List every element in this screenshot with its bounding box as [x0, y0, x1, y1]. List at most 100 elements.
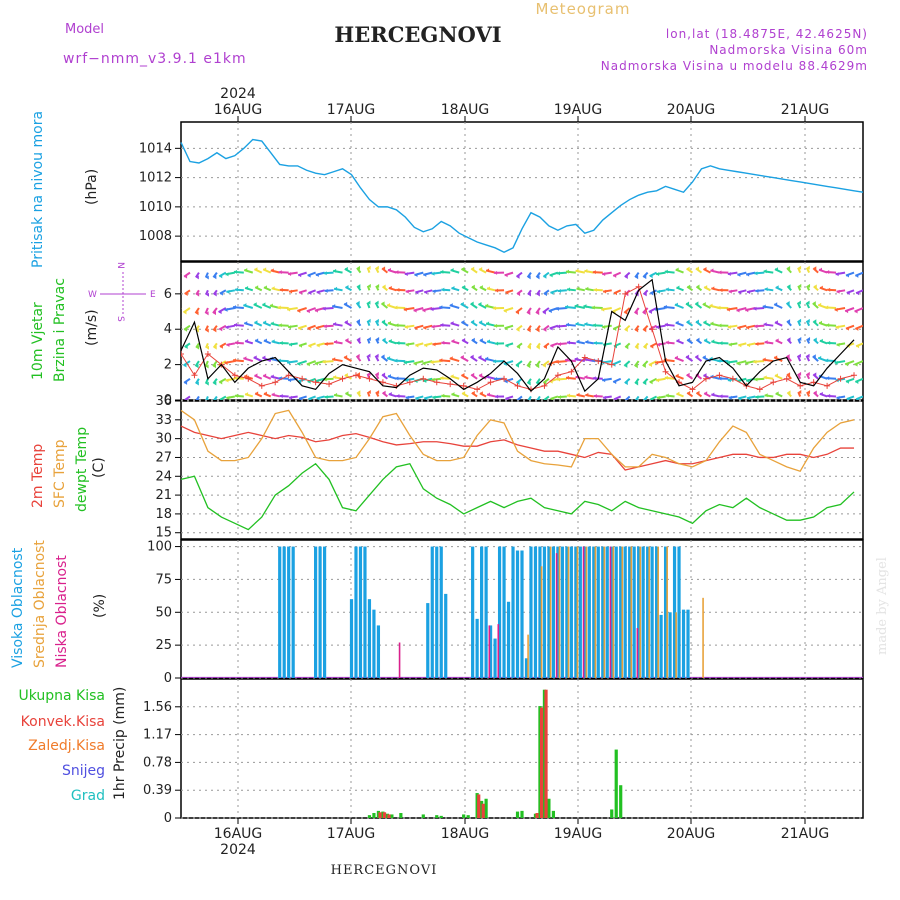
wind-arrow-head: [642, 310, 646, 315]
wind-arrow-head: [172, 273, 175, 277]
wind-marker: [622, 290, 629, 297]
wind-arrow-head: [213, 292, 217, 297]
wind-arrow-head: [550, 343, 554, 348]
wind-arrow-head: [592, 376, 596, 381]
wind-arrow: [812, 355, 819, 362]
cloud-high-bar: [623, 546, 627, 678]
wind-arrow: [633, 307, 640, 314]
wind-arrow-head: [263, 338, 267, 343]
wind-arrow-head: [695, 266, 699, 271]
wind-arrow-head: [602, 272, 606, 277]
wind-arrow-head: [745, 308, 749, 313]
wind-arrow-head: [798, 371, 802, 376]
wind-marker: [824, 382, 831, 389]
wind-arrow-head: [686, 354, 690, 359]
wind-arrow-head: [333, 321, 337, 326]
wind-arrow-head: [462, 391, 466, 396]
wind-arrow: [634, 342, 640, 349]
wind-arrow-head: [299, 396, 303, 400]
wind-arrow: [796, 355, 802, 362]
wind-arrow: [536, 289, 541, 296]
wind-arrow-head: [718, 323, 722, 328]
cloud-mid-bar: [657, 546, 660, 678]
wind-arrow: [470, 355, 478, 362]
wind-arrow-head: [205, 364, 209, 369]
wind-arrow-head: [763, 322, 767, 327]
precip-unit: 1hr Precip (mm): [112, 687, 128, 800]
wind-arrow-head: [624, 381, 628, 386]
cloud-high-bar: [372, 609, 376, 678]
wind-arrow-head: [736, 308, 740, 313]
wind-arrow-head: [387, 321, 391, 326]
wind-arrow-head: [479, 391, 483, 396]
wind-arrow-head: [736, 361, 740, 366]
wind-arrow-head: [367, 353, 371, 358]
wind-arrow: [797, 320, 802, 327]
wind-arrow-head: [381, 354, 385, 359]
cloud-high-bar: [358, 546, 363, 678]
wind-marker: [797, 382, 804, 389]
wind-arrow-head: [387, 356, 391, 361]
wind-arrow-head: [567, 287, 571, 292]
wind-vectors: [172, 265, 863, 400]
wind-arrow: [181, 396, 182, 398]
wind-arrow-head: [183, 310, 187, 315]
temp-sfc-label: SFC Temp: [52, 439, 68, 508]
wind-arrow-head: [415, 290, 419, 295]
wind-marker: [702, 375, 709, 382]
wind-arrow-head: [387, 267, 391, 272]
wind-arrow: [181, 343, 182, 345]
wind-arrow-head: [172, 326, 175, 330]
wind-arrow-head: [504, 326, 508, 331]
compass-w: W: [88, 290, 97, 300]
wind-arrow-head: [451, 339, 455, 344]
wind-arrow-head: [664, 322, 668, 327]
bottom-date-label: 19AUG: [554, 826, 603, 842]
cloud-high-bar: [574, 546, 578, 678]
wind-arrow-head: [486, 321, 490, 326]
wind-arrow-head: [382, 266, 386, 271]
cloud-low-bar: [398, 642, 401, 678]
wind-arrow-head: [527, 311, 531, 316]
wind-arrow-head: [527, 275, 531, 280]
wind-arrow-head: [450, 268, 454, 273]
wind-arrow-head: [787, 390, 791, 395]
wind-arrow-head: [544, 398, 547, 400]
wind-arrow: [516, 395, 523, 400]
precip-total-bar: [547, 798, 551, 818]
wind-arrow-head: [613, 397, 617, 400]
cloud-high-bar: [488, 625, 493, 678]
wind-arrow: [796, 302, 802, 309]
top-date-label: 21AUG: [781, 102, 830, 118]
wind-arrow-head: [565, 304, 569, 309]
wind-marker: [406, 379, 413, 386]
cloud-high-bar: [480, 546, 484, 678]
wind-arrow-head: [644, 398, 647, 400]
wind-arrow-head: [440, 269, 444, 274]
pressure-label: Pritisak na nivou mora: [30, 111, 46, 268]
wind-arrow-head: [278, 323, 282, 328]
wind-arrow-head: [812, 354, 816, 359]
wind-arrow-head: [763, 269, 767, 274]
wind-marker: [851, 372, 858, 379]
wind-marker: [541, 382, 548, 389]
cloud-high-bar: [560, 546, 564, 678]
wind-arrow-head: [195, 275, 199, 280]
wind-arrow-head: [263, 320, 267, 325]
precip-conv-bar: [477, 794, 481, 818]
wind-arrow-head: [486, 392, 490, 397]
cloud-high-bar: [578, 546, 582, 678]
panel-frame: [180, 121, 864, 262]
wind-arrow-head: [367, 318, 371, 323]
wind-arrow-head: [451, 392, 455, 397]
wind-arrow: [785, 355, 792, 362]
wind-arrow-head: [253, 302, 257, 307]
wind-arrow-head: [225, 378, 229, 383]
wind-arrow-head: [557, 289, 561, 294]
bottom-date-axis: 16AUG 17AUG 18AUG 19AUG 20AUG 21AUG: [214, 826, 830, 842]
wind-arrow-head: [441, 340, 445, 345]
wind-arrow: [184, 342, 191, 348]
wind-arrow-head: [461, 373, 465, 378]
cloud-mid-bar: [527, 634, 529, 678]
wind-arrow-head: [471, 372, 475, 377]
